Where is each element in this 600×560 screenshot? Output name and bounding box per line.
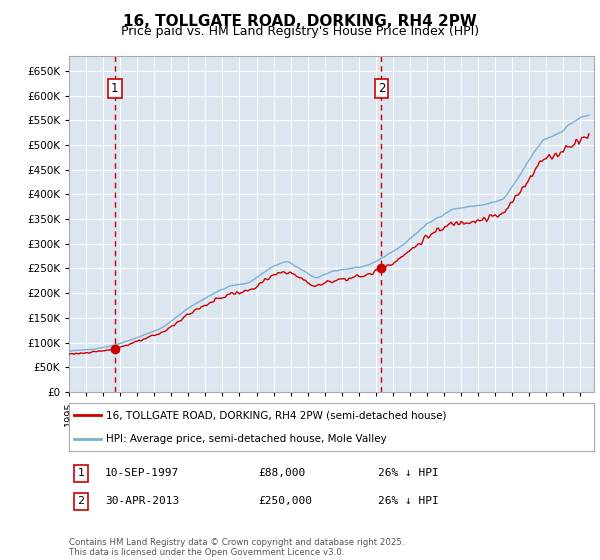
Text: £250,000: £250,000 [258,496,312,506]
Text: 10-SEP-1997: 10-SEP-1997 [105,468,179,478]
Text: 30-APR-2013: 30-APR-2013 [105,496,179,506]
Text: Price paid vs. HM Land Registry's House Price Index (HPI): Price paid vs. HM Land Registry's House … [121,25,479,38]
Text: 1: 1 [111,82,119,95]
Text: 16, TOLLGATE ROAD, DORKING, RH4 2PW: 16, TOLLGATE ROAD, DORKING, RH4 2PW [123,14,477,29]
Text: 1: 1 [77,468,85,478]
Text: 2: 2 [77,496,85,506]
Text: 16, TOLLGATE ROAD, DORKING, RH4 2PW (semi-detached house): 16, TOLLGATE ROAD, DORKING, RH4 2PW (sem… [106,410,446,420]
Text: 26% ↓ HPI: 26% ↓ HPI [378,468,439,478]
Text: HPI: Average price, semi-detached house, Mole Valley: HPI: Average price, semi-detached house,… [106,434,386,444]
Text: Contains HM Land Registry data © Crown copyright and database right 2025.
This d: Contains HM Land Registry data © Crown c… [69,538,404,557]
Text: 2: 2 [377,82,385,95]
Text: 26% ↓ HPI: 26% ↓ HPI [378,496,439,506]
Text: £88,000: £88,000 [258,468,305,478]
